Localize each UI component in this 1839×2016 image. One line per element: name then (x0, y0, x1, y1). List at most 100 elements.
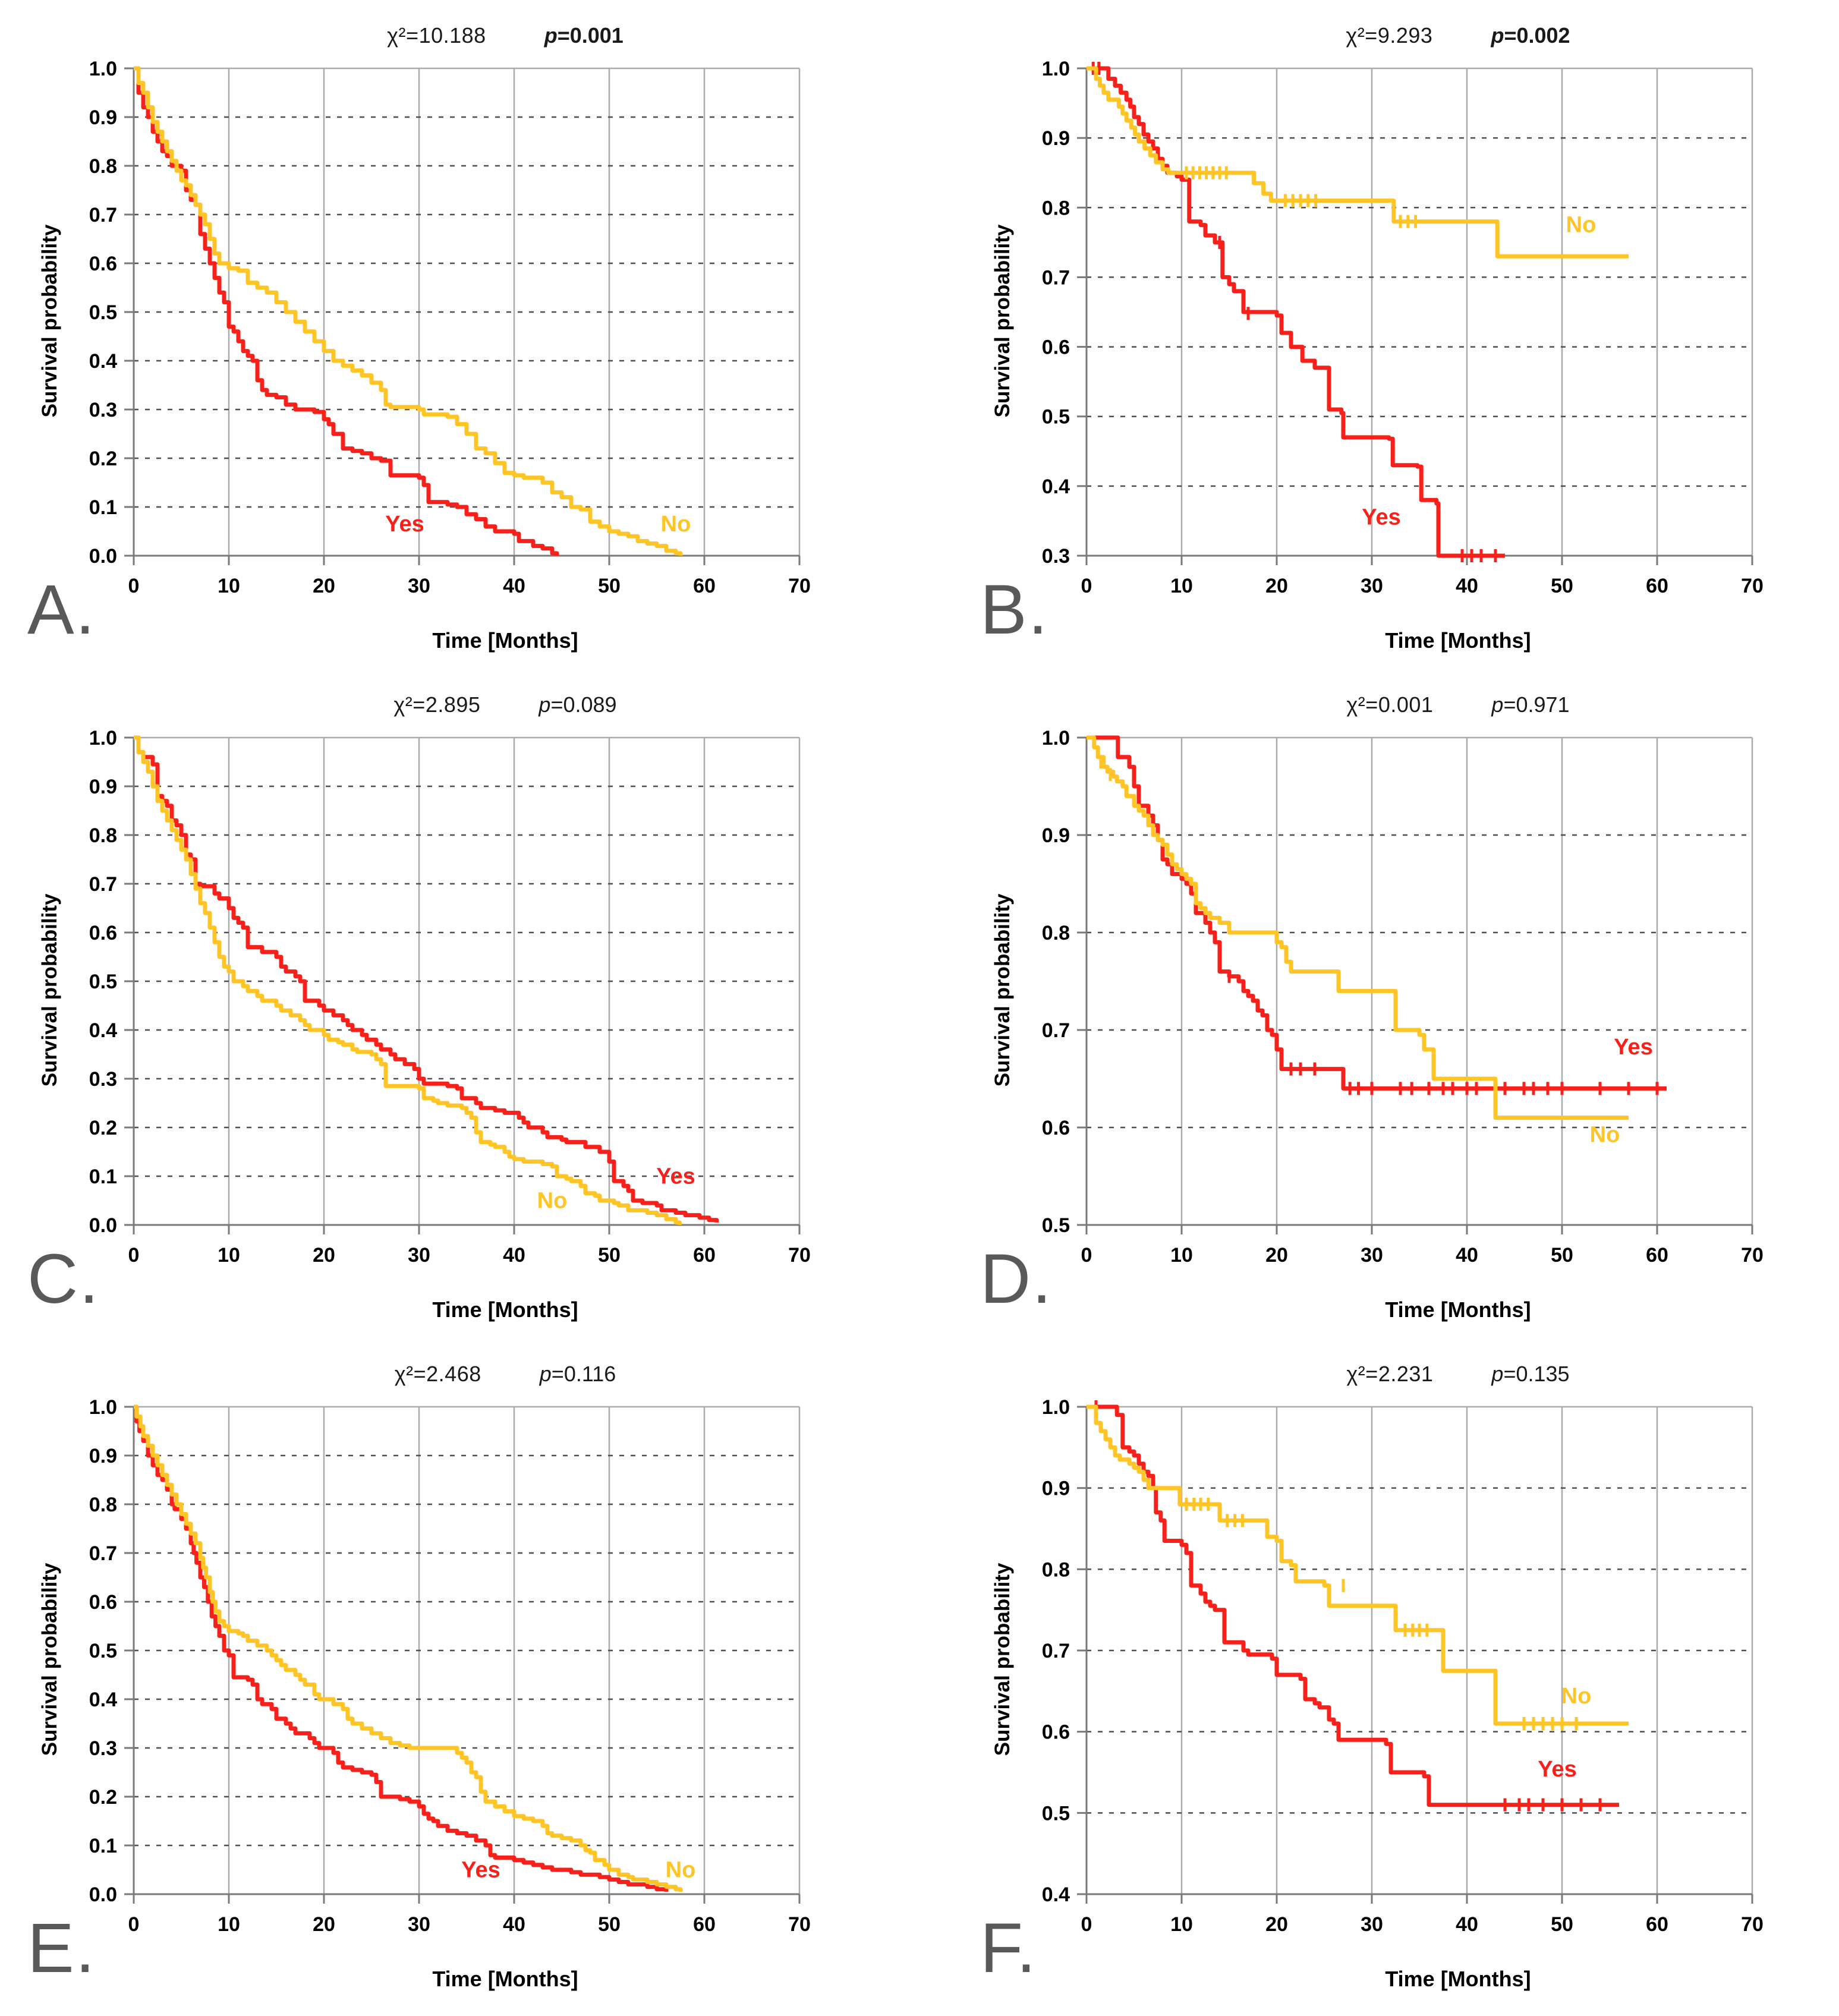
svg-text:40: 40 (503, 575, 525, 597)
chi-square-value: χ²=2.895 (393, 692, 481, 717)
svg-text:0.7: 0.7 (1042, 1019, 1070, 1042)
svg-text:0.2: 0.2 (89, 448, 117, 470)
svg-text:40: 40 (1456, 575, 1478, 597)
svg-text:0.2: 0.2 (89, 1786, 117, 1809)
svg-text:1.0: 1.0 (1042, 727, 1070, 749)
svg-text:70: 70 (788, 1244, 811, 1267)
svg-text:0.6: 0.6 (1042, 1117, 1070, 1139)
panel-letter: F. (980, 1909, 1037, 1987)
svg-text:0.0: 0.0 (89, 1214, 117, 1237)
svg-text:0.4: 0.4 (1042, 475, 1070, 498)
panel-title: χ²=10.188 p=0.001 (24, 18, 909, 53)
svg-text:No: No (666, 1857, 696, 1882)
svg-text:60: 60 (693, 1913, 716, 1936)
svg-text:20: 20 (1265, 575, 1288, 597)
svg-text:0: 0 (128, 575, 140, 597)
svg-text:20: 20 (313, 1244, 335, 1267)
chi-square-value: χ²=2.468 (394, 1362, 481, 1386)
svg-text:No: No (1590, 1123, 1620, 1148)
svg-text:30: 30 (408, 1913, 430, 1936)
svg-text:0.8: 0.8 (1042, 1558, 1070, 1581)
svg-text:No: No (661, 512, 691, 537)
svg-text:0.5: 0.5 (89, 301, 117, 324)
y-axis-label: Survival probability (991, 893, 1014, 1087)
p-value: p=0.116 (539, 1362, 616, 1386)
svg-text:0.8: 0.8 (89, 824, 117, 847)
svg-text:0.1: 0.1 (89, 496, 117, 519)
svg-text:0.3: 0.3 (89, 1737, 117, 1760)
svg-text:10: 10 (1170, 1913, 1193, 1936)
svg-text:Yes: Yes (1362, 505, 1401, 530)
svg-text:0.7: 0.7 (89, 873, 117, 896)
y-axis-label: Survival probability (38, 893, 61, 1087)
panel-d: χ²=0.001 p=0.971 Survival probability 0.… (977, 687, 1839, 1347)
svg-text:0.4: 0.4 (89, 1689, 117, 1711)
svg-text:10: 10 (218, 1244, 240, 1267)
panel-f: χ²=2.231 p=0.135 Survival probability 0.… (977, 1356, 1839, 2016)
svg-text:20: 20 (1265, 1244, 1288, 1267)
survival-plot: 0.4 0.5 0.6 0.7 0.8 0.9 1.0 0 10 20 30 40 50 60 70 Yes N… (1042, 1396, 1764, 1936)
svg-text:0.8: 0.8 (1042, 922, 1070, 944)
svg-text:0.7: 0.7 (89, 204, 117, 226)
svg-text:70: 70 (788, 575, 811, 597)
svg-text:No: No (1566, 212, 1596, 237)
svg-text:50: 50 (598, 1913, 621, 1936)
svg-text:0.3: 0.3 (1042, 545, 1070, 568)
svg-text:60: 60 (1646, 1913, 1668, 1936)
svg-text:0.1: 0.1 (89, 1166, 117, 1188)
p-value: p=0.135 (1491, 1362, 1570, 1386)
svg-text:30: 30 (408, 1244, 430, 1267)
svg-text:50: 50 (1551, 1913, 1573, 1936)
svg-text:50: 50 (1551, 1244, 1573, 1267)
svg-text:0: 0 (1081, 575, 1092, 597)
panel-title: χ²=2.231 p=0.135 (977, 1356, 1839, 1392)
svg-text:30: 30 (408, 575, 430, 597)
svg-text:0.0: 0.0 (89, 1883, 117, 1906)
x-axis-label: Time [Months] (432, 628, 578, 653)
panel-letter: C. (27, 1240, 100, 1318)
svg-text:70: 70 (1741, 575, 1764, 597)
p-value: p=0.002 (1491, 23, 1570, 48)
survival-plot: 0.0 0.1 0.2 0.3 0.4 0.5 0.6 0.7 0.8 0.9 1.0 0 10 20 30… (89, 727, 811, 1267)
x-axis-label: Time [Months] (432, 1297, 578, 1322)
panel-letter: E. (27, 1909, 96, 1987)
svg-text:1.0: 1.0 (89, 1396, 117, 1419)
x-axis-label: Time [Months] (1385, 1967, 1531, 1991)
svg-text:40: 40 (503, 1913, 525, 1936)
svg-text:Yes: Yes (461, 1857, 500, 1882)
panel-letter: D. (980, 1240, 1053, 1318)
svg-text:0.9: 0.9 (1042, 1478, 1070, 1500)
p-value: p=0.001 (544, 23, 624, 48)
svg-text:0.2: 0.2 (89, 1117, 117, 1139)
p-value: p=0.971 (1491, 692, 1570, 717)
svg-text:20: 20 (313, 1913, 335, 1936)
svg-text:10: 10 (1170, 575, 1193, 597)
p-value: p=0.089 (539, 692, 617, 717)
svg-text:60: 60 (693, 1244, 716, 1267)
svg-text:0.7: 0.7 (1042, 1640, 1070, 1662)
svg-text:0.4: 0.4 (89, 1019, 117, 1042)
y-axis-label: Survival probability (991, 1563, 1014, 1756)
svg-text:0.9: 0.9 (89, 106, 117, 129)
svg-text:0.6: 0.6 (1042, 336, 1070, 359)
svg-text:Yes: Yes (656, 1164, 695, 1189)
svg-text:0: 0 (128, 1244, 140, 1267)
svg-text:0.5: 0.5 (1042, 406, 1070, 429)
panel-letter: B. (980, 571, 1049, 649)
svg-text:1.0: 1.0 (89, 727, 117, 749)
svg-text:40: 40 (1456, 1913, 1478, 1936)
survival-plot: 0.3 0.4 0.5 0.6 0.7 0.8 0.9 1.0 0 10 20 30 40 50 60 70 Y… (1042, 58, 1764, 597)
svg-text:40: 40 (503, 1244, 525, 1267)
svg-text:70: 70 (1741, 1244, 1764, 1267)
chi-square-value: χ²=2.231 (1346, 1362, 1434, 1386)
svg-text:0.0: 0.0 (89, 545, 117, 568)
svg-text:0: 0 (1081, 1913, 1092, 1936)
svg-text:0.6: 0.6 (89, 253, 117, 275)
panel-a: χ²=10.188 p=0.001 Survival probability 0… (24, 18, 892, 678)
svg-text:0.6: 0.6 (89, 1591, 117, 1614)
y-axis-label: Survival probability (38, 1563, 61, 1756)
svg-text:0.5: 0.5 (1042, 1214, 1070, 1237)
svg-text:0.8: 0.8 (89, 155, 117, 178)
x-axis-label: Time [Months] (432, 1967, 578, 1991)
x-axis-label: Time [Months] (1385, 628, 1531, 653)
